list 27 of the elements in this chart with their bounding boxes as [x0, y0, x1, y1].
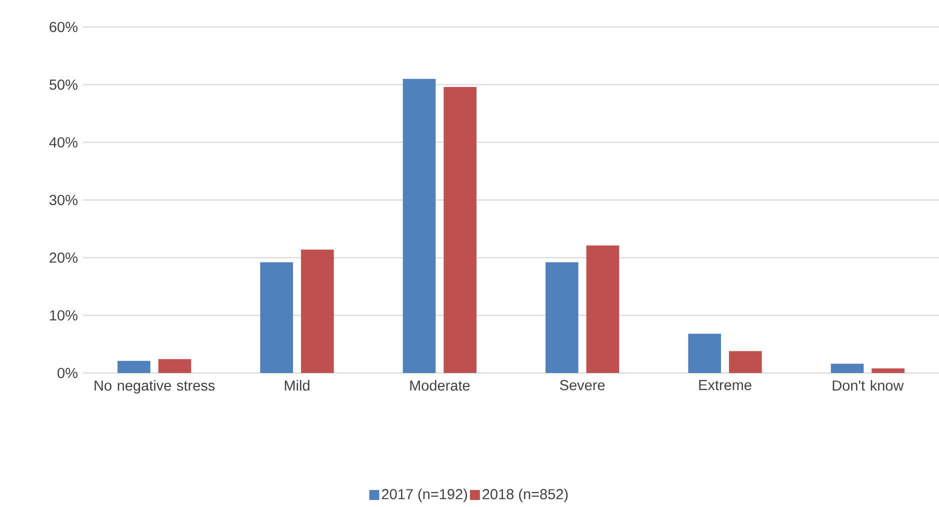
y-tick-label: 60%: [50, 22, 78, 32]
bar: [301, 250, 334, 373]
x-tick-label: Moderate: [410, 380, 470, 391]
x-tick-label: Severe: [560, 380, 605, 390]
bar: [402, 78, 436, 373]
bar: [444, 86, 476, 373]
bar: [872, 368, 904, 373]
bar: [729, 351, 762, 373]
bar: [158, 359, 192, 373]
bar: [586, 246, 620, 373]
y-tick-label: 40%: [49, 137, 78, 148]
bar: [118, 360, 150, 373]
y-tick-label: 50%: [50, 80, 78, 90]
x-tick-label: Mild: [284, 380, 310, 391]
y-tick-label: 20%: [50, 252, 78, 263]
x-tick-label: Don't know: [832, 380, 904, 391]
bar: [260, 262, 294, 373]
y-tick-label: 30%: [50, 194, 78, 206]
x-tick-label: No negative stress: [94, 380, 215, 394]
bar: [830, 364, 864, 373]
legend-label: 2017 (n=192): [382, 488, 467, 502]
x-tick-label: Extreme: [699, 380, 752, 390]
legend-label: 2018 (n=852): [482, 488, 568, 502]
y-tick-label: 10%: [50, 310, 78, 320]
bar: [688, 334, 722, 373]
y-tick-label: 0%: [58, 368, 78, 378]
bar: [546, 262, 578, 373]
